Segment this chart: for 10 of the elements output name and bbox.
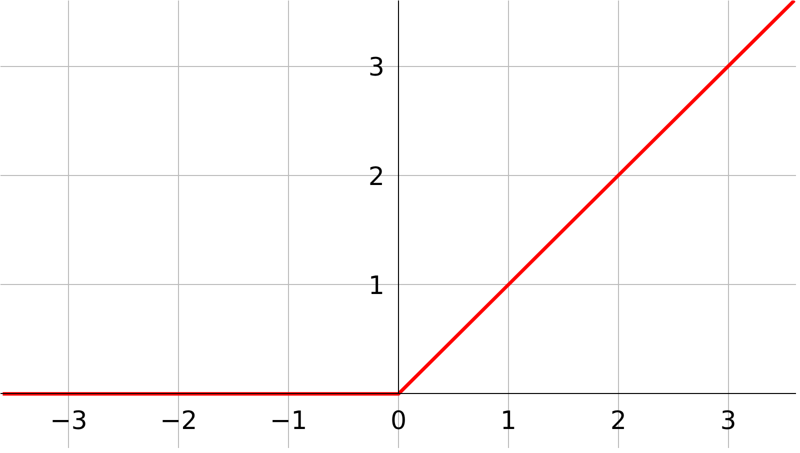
y-tick-label: 3 xyxy=(368,52,385,82)
y-tick-label: 2 xyxy=(368,160,385,191)
x-tick-label: 1 xyxy=(500,404,517,435)
x-tick-label: 0 xyxy=(390,404,407,435)
x-tick-label: −2 xyxy=(160,404,198,435)
x-tick-label: −3 xyxy=(50,404,88,435)
x-tick-label: 3 xyxy=(720,404,736,435)
x-tick-label: −1 xyxy=(270,404,308,435)
y-tick-label: 1 xyxy=(368,270,385,300)
x-tick-label: 2 xyxy=(610,404,626,435)
